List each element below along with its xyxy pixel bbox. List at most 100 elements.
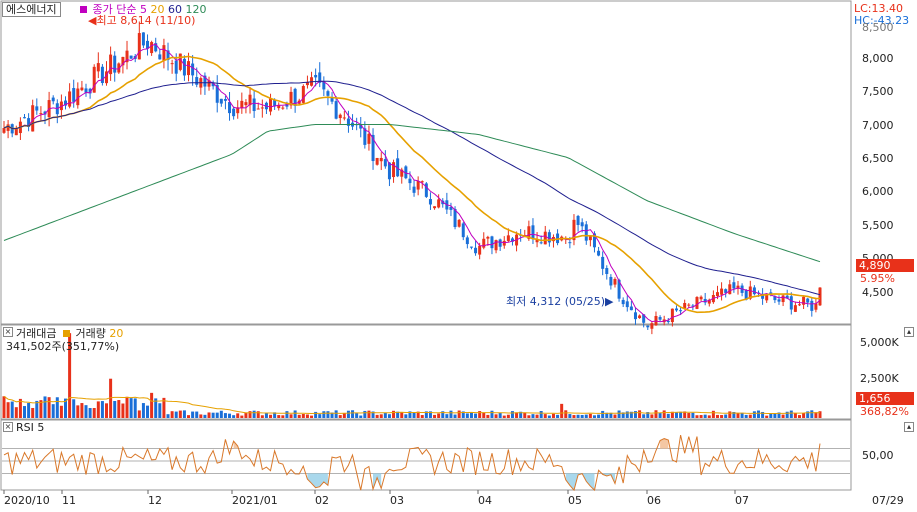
volume-bar [244, 412, 248, 418]
candle-body [68, 91, 72, 107]
candle-body [182, 58, 186, 76]
volume-bar [543, 414, 547, 418]
candle-body [650, 323, 654, 329]
volume-bar [785, 411, 789, 418]
volume-bar [207, 412, 211, 418]
volume-bar [707, 415, 711, 418]
volume-bar [699, 415, 703, 418]
candle-body [428, 199, 432, 205]
volume-bar [679, 411, 683, 418]
volume-bar [68, 333, 72, 418]
candle-body [14, 128, 18, 136]
volume-bar [703, 414, 707, 418]
candle-body [695, 297, 699, 309]
volume-label: 거래량 [75, 327, 106, 340]
volume-bar [6, 402, 10, 418]
high-annotation-text: 최고 8,614 (11/10) [96, 14, 196, 27]
candle-body [64, 100, 68, 106]
candle-body [777, 299, 781, 302]
candle-body [51, 97, 55, 102]
candle-body [728, 284, 732, 295]
volume-bar [215, 412, 219, 418]
candle-body [720, 288, 724, 295]
volume-bar [810, 410, 814, 418]
volume-value-text: 341,502주(351,77%) [6, 340, 120, 353]
x-tick: 04 [478, 494, 492, 507]
volume-bar [191, 411, 195, 418]
x-tick: 06 [647, 494, 661, 507]
volume-bar [310, 415, 314, 418]
candle-body [342, 117, 346, 119]
volume-bar [18, 398, 22, 418]
candle-body [223, 99, 227, 101]
stock-name-box[interactable]: 에스에너지 [2, 2, 61, 17]
rsi-tick: 50,00 [862, 449, 894, 462]
volume-tick: 2,500K [860, 372, 899, 385]
candle-body [260, 107, 264, 109]
volume-bar [158, 403, 162, 418]
volume-bar [141, 403, 145, 418]
volume-bar [551, 413, 555, 418]
volume-bar [404, 414, 408, 418]
rsi-panel-close-button[interactable]: × [3, 422, 13, 432]
candle-body [195, 77, 199, 85]
volume-bar [31, 407, 35, 418]
candle-body [789, 296, 793, 310]
volume-bar [490, 410, 494, 418]
candle-body [166, 50, 170, 61]
x-tick: 2020/10 [4, 494, 50, 507]
candle-body [691, 305, 695, 307]
ma120-line [3, 124, 821, 263]
candle-body [498, 239, 502, 247]
candle-body [535, 239, 539, 243]
volume-bar [494, 414, 498, 418]
volume-bar [371, 411, 375, 418]
price-tick: 6,500 [862, 152, 894, 165]
volume-bar [39, 400, 43, 418]
volume-bar [125, 396, 129, 418]
volume-bar [109, 378, 113, 418]
volume-bar [359, 415, 363, 418]
volume-bar [281, 415, 285, 418]
candle-body [502, 240, 506, 246]
rsi-panel-toggle-button[interactable]: ▴ [904, 422, 914, 432]
price-panel-frame [0, 0, 852, 325]
candle-body [679, 310, 683, 312]
volume-bar [670, 411, 674, 418]
candle-body [383, 159, 387, 167]
hc-value: HC:-43.23 [854, 14, 910, 27]
candle-body [84, 88, 88, 93]
volume-bar [35, 400, 39, 418]
volume-bar [269, 414, 273, 418]
candle-body [31, 105, 35, 132]
x-tick: 2021/01 [232, 494, 278, 507]
volume-bar [777, 412, 781, 418]
candle-body [141, 32, 145, 46]
amount-title: 거래대금 [16, 327, 57, 340]
volume-bar [654, 410, 658, 418]
candle-body [597, 250, 601, 256]
volume-bar [375, 414, 379, 418]
volume-bar [650, 414, 654, 418]
volume-bar [580, 414, 584, 418]
volume-bar [609, 412, 613, 418]
volume-bar [437, 413, 441, 418]
volume-panel-toggle-button[interactable]: ▴ [904, 327, 914, 337]
volume-panel-close-button[interactable]: × [3, 327, 13, 337]
volume-bar [236, 413, 240, 418]
ma-period-20: 20 [150, 3, 165, 16]
candle-body [154, 43, 158, 52]
volume-bar [223, 413, 227, 418]
volume-bar [195, 411, 199, 418]
volume-bar [289, 414, 293, 418]
volume-bar [64, 398, 68, 418]
price-tick: 8,000 [862, 52, 894, 65]
candle-body [736, 285, 740, 289]
candle-body [424, 183, 428, 197]
candle-body [494, 240, 498, 251]
candle-body [687, 304, 691, 306]
candle-body [400, 169, 404, 177]
volume-bar [121, 403, 125, 418]
volume-bar [457, 410, 461, 418]
